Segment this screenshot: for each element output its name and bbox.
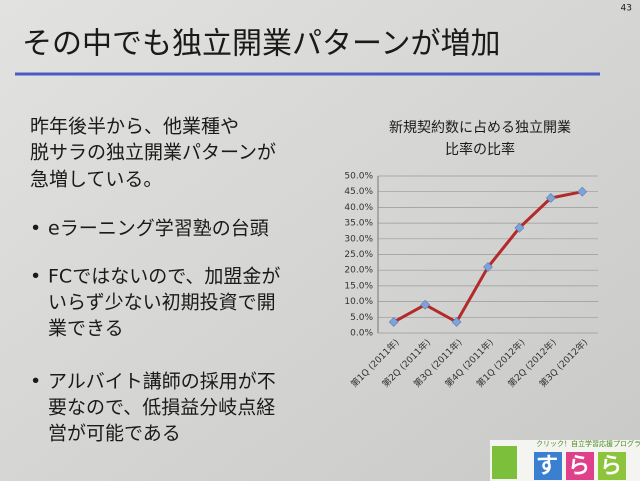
data-marker <box>577 186 588 197</box>
logo-block <box>534 452 562 480</box>
bullet-line: eラーニング学習塾の台頭 <box>48 218 269 240</box>
bullet-line: いらず少ない初期投資で開 <box>48 292 276 314</box>
page-number: 43 <box>621 4 632 14</box>
logo-name: すらら <box>536 454 632 479</box>
data-marker <box>388 317 399 327</box>
logo-icon <box>492 446 517 479</box>
y-tick-label: 35.0% <box>344 219 373 229</box>
logo-block <box>598 452 626 480</box>
logo-block <box>566 452 594 480</box>
intro-line: 急増している。 <box>30 169 162 191</box>
bullet-line: アルバイト講師の採用が不 <box>48 371 276 393</box>
y-tick-label: 30.0% <box>344 234 373 244</box>
intro-line: 脱サラの独立開業パターンが <box>30 142 276 164</box>
bullet-line: 営が可能である <box>48 423 181 445</box>
bullet-marker: • <box>30 218 41 240</box>
data-marker <box>451 317 462 327</box>
chart-title: 新規契約数に占める独立開業 <box>389 120 571 136</box>
y-tick-label: 15.0% <box>344 281 373 291</box>
logo-tagline: クリック！自立学習応援プログラム <box>536 439 640 448</box>
y-tick-label: 5.0% <box>350 313 373 323</box>
y-tick-label: 0.0% <box>350 329 373 339</box>
y-tick-label: 20.0% <box>344 266 373 276</box>
bullet-line: 要なので、低損益分岐点経 <box>48 397 275 419</box>
logo: クリック！自立学習応援プログラム すらら <box>490 439 640 481</box>
y-tick-label: 50.0% <box>344 172 373 182</box>
bullet-marker: • <box>30 266 41 288</box>
y-tick-label: 45.0% <box>344 187 373 197</box>
y-tick-label: 10.0% <box>344 297 373 307</box>
chart-title: 比率の比率 <box>445 141 515 158</box>
bullet-line: FCではないので、加盟金が <box>48 266 280 288</box>
y-tick-label: 40.0% <box>344 203 373 213</box>
data-marker <box>545 193 556 203</box>
y-tick-label: 25.0% <box>344 250 373 260</box>
slide-title: その中でも独立開業パターンが増加 <box>22 27 501 62</box>
bullet-line: 業できる <box>48 318 124 340</box>
bullet-marker: • <box>30 371 41 393</box>
intro-line: 昨年後半から、他業種や <box>30 116 239 138</box>
data-marker <box>483 262 493 272</box>
data-marker <box>420 299 431 310</box>
data-marker <box>514 222 525 233</box>
